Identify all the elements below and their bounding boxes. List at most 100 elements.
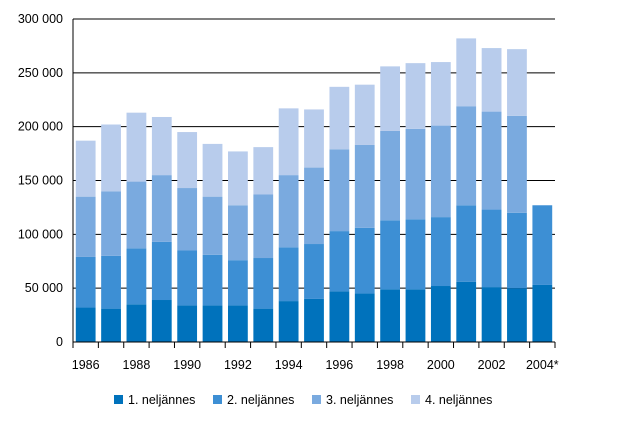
legend-swatch	[114, 395, 123, 404]
bar-segment	[253, 308, 274, 342]
bar-segment	[481, 209, 502, 288]
bar-segment	[507, 288, 527, 342]
bar-segment	[101, 308, 121, 342]
x-tick-label: 2000	[427, 358, 455, 372]
y-tick-label: 50 000	[25, 281, 63, 295]
bar-segment	[380, 220, 400, 290]
legend-item: 1. neljännes	[114, 393, 195, 407]
bar-segment	[481, 287, 502, 342]
bar-segment	[304, 167, 324, 245]
bar-segment	[75, 196, 96, 257]
bar-segment	[228, 151, 248, 206]
bar-segment	[329, 231, 350, 292]
x-tick-label: 2004*	[526, 358, 559, 372]
x-tick-label: 1988	[123, 358, 151, 372]
bar-segment	[380, 66, 400, 131]
bar-segment	[177, 305, 198, 342]
bar-segment	[228, 205, 248, 261]
bar-segment	[405, 63, 426, 129]
bar-segment	[126, 181, 147, 249]
bar-segment	[101, 191, 121, 256]
bar-segment	[253, 194, 274, 259]
legend-swatch	[312, 395, 321, 404]
legend-label: 2. neljännes	[227, 393, 294, 407]
bar-segment	[456, 281, 477, 342]
bar-segment	[151, 241, 172, 301]
legend-swatch	[213, 395, 222, 404]
bar-segment	[228, 305, 248, 342]
legend-label: 4. neljännes	[425, 393, 492, 407]
x-tick-label: 1996	[325, 358, 353, 372]
bar-segment	[177, 250, 198, 306]
bar-segment	[304, 109, 324, 168]
bar-segment	[430, 125, 451, 218]
bar-segment	[304, 298, 324, 342]
bar-segment	[151, 300, 172, 342]
y-tick-label: 200 000	[18, 120, 63, 134]
bar-segment	[177, 188, 198, 251]
bar-segment	[481, 111, 502, 210]
bar-segment	[75, 256, 96, 308]
bar-segment	[507, 212, 527, 289]
x-tick-label: 1990	[173, 358, 201, 372]
bar-segment	[278, 247, 299, 302]
axes	[72, 19, 556, 348]
bar-segment	[456, 38, 477, 107]
bar-segment	[202, 196, 223, 255]
x-tick-label: 1994	[275, 358, 303, 372]
y-tick-label: 300 000	[18, 12, 63, 26]
bar-segment	[75, 140, 96, 197]
bar-segment	[329, 149, 350, 232]
bar-segment	[151, 116, 172, 176]
x-tick-label: 1998	[376, 358, 404, 372]
bar-segment	[405, 128, 426, 220]
y-tick-label: 150 000	[18, 174, 63, 188]
legend-item: 2. neljännes	[213, 393, 294, 407]
bar-segment	[532, 205, 553, 285]
bar-segment	[202, 143, 223, 197]
y-tick-labels: 0 50 000 100 000 150 000 200 000 250 000 300 0…	[18, 12, 63, 349]
bar-segment	[481, 48, 502, 112]
bar-segment	[532, 284, 553, 342]
bar-segment	[380, 130, 400, 221]
bar-segment	[304, 244, 324, 299]
bar-segment	[253, 258, 274, 309]
bar-segment	[430, 62, 451, 126]
bar-segment	[354, 293, 375, 342]
bar-segment	[430, 286, 451, 342]
x-tick-label: 2002	[478, 358, 506, 372]
bars	[75, 38, 553, 342]
bar-segment	[456, 205, 477, 282]
bar-segment	[126, 112, 147, 182]
bar-segment	[202, 254, 223, 306]
y-tick-label: 100 000	[18, 227, 63, 241]
x-tick-labels: 1986 1988 1990 1992 1994 1996 1998 2000 2002 2004…	[72, 358, 559, 372]
bar-segment	[101, 124, 121, 192]
bar-segment	[101, 255, 121, 309]
bar-segment	[507, 115, 527, 213]
y-tick-label: 250 000	[18, 66, 63, 80]
bar-segment	[151, 175, 172, 242]
bar-segment	[75, 307, 96, 342]
bar-segment	[202, 305, 223, 342]
bar-segment	[380, 289, 400, 342]
bar-segment	[456, 106, 477, 206]
legend-item: 4. neljännes	[411, 393, 492, 407]
bar-segment	[354, 144, 375, 228]
bar-segment	[253, 147, 274, 195]
legend-item: 3. neljännes	[312, 393, 393, 407]
legend-swatch	[411, 395, 420, 404]
bar-segment	[278, 175, 299, 248]
bar-segment	[126, 248, 147, 305]
bar-segment	[354, 84, 375, 145]
y-tick-label: 0	[56, 335, 63, 349]
legend-label: 1. neljännes	[128, 393, 195, 407]
bar-segment	[507, 49, 527, 116]
bar-segment	[278, 301, 299, 342]
bar-segment	[278, 108, 299, 176]
x-tick-label: 1992	[224, 358, 252, 372]
bar-segment	[228, 260, 248, 306]
bar-segment	[430, 217, 451, 287]
legend-label: 3. neljännes	[326, 393, 393, 407]
